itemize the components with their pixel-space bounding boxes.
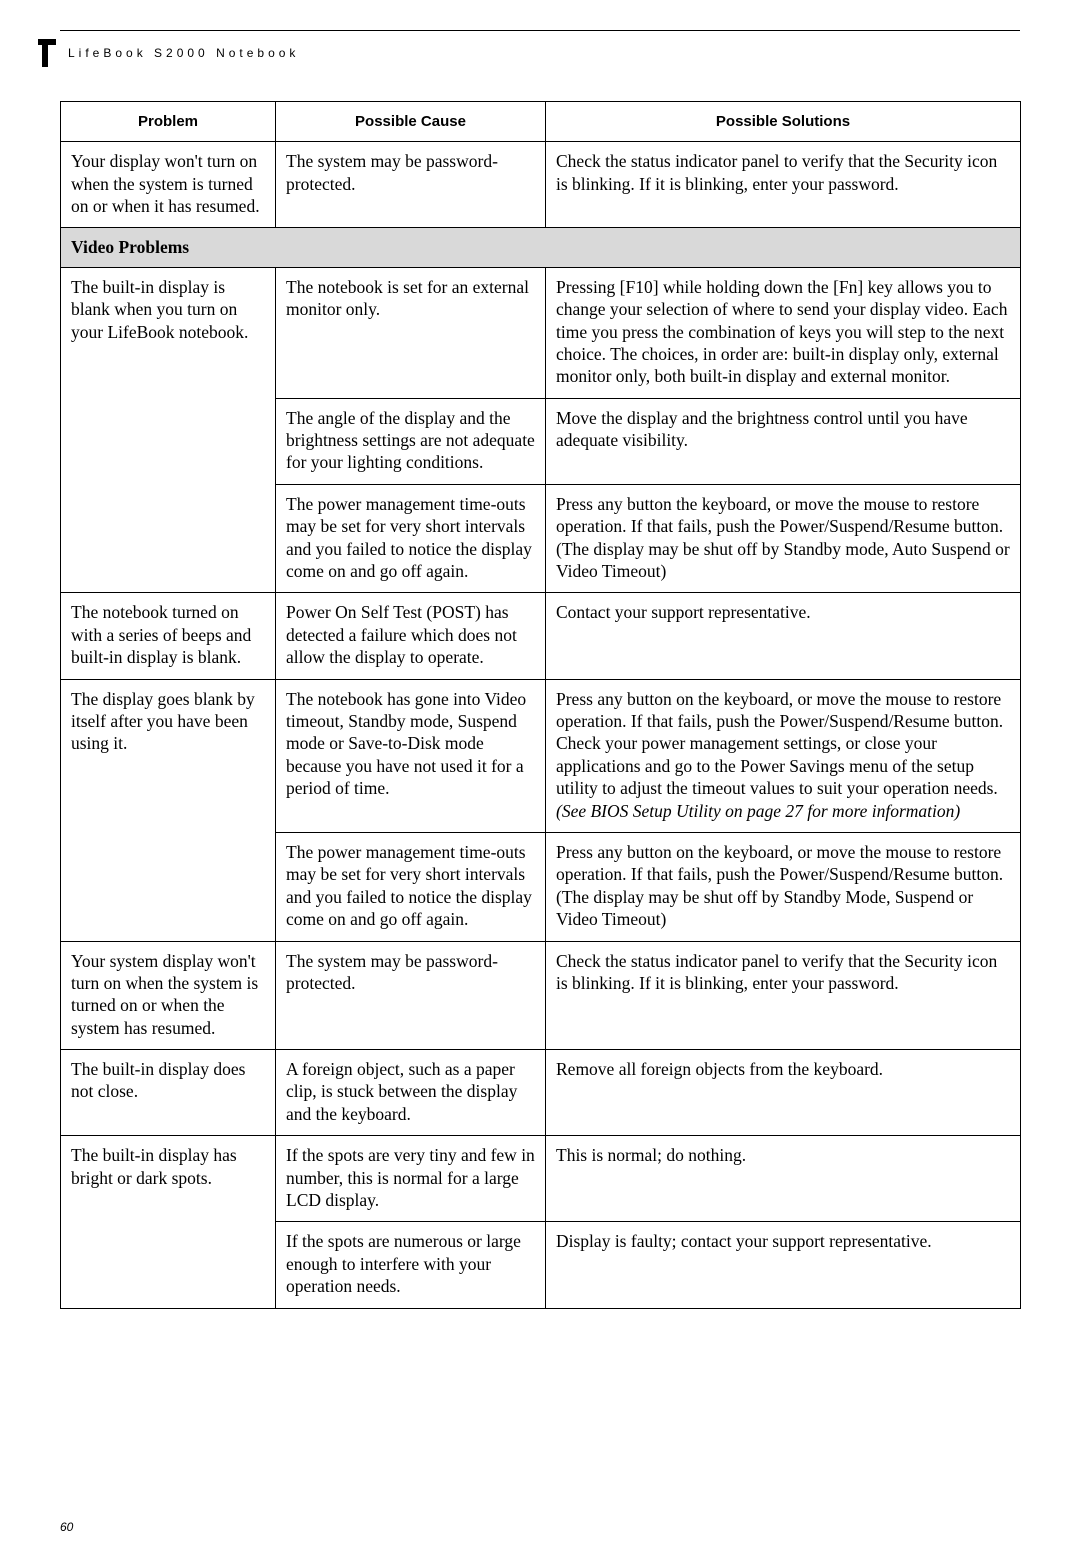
cell-problem: The built-in display has bright or dark …: [61, 1136, 276, 1308]
cell-solution: Contact your support representative.: [546, 593, 1021, 679]
cell-solution: Move the display and the brightness cont…: [546, 398, 1021, 484]
table-row: The built-in display is blank when you t…: [61, 267, 1021, 398]
troubleshooting-table: Problem Possible Cause Possible Solution…: [60, 101, 1021, 1309]
cell-cause: Power On Self Test (POST) has detected a…: [276, 593, 546, 679]
book-title: LifeBook S2000 Notebook: [68, 46, 299, 60]
table-row: Your system display won't turn on when t…: [61, 941, 1021, 1050]
table-row: The built-in display does not close. A f…: [61, 1050, 1021, 1136]
cell-solution: Check the status indicator panel to veri…: [546, 941, 1021, 1050]
table-row: The display goes blank by itself after y…: [61, 679, 1021, 832]
cell-cause: The power management time-outs may be se…: [276, 832, 546, 941]
header-row: LifeBook S2000 Notebook: [38, 39, 1020, 67]
cell-cause: The system may be password-protected.: [276, 142, 546, 228]
table-row: The notebook turned on with a series of …: [61, 593, 1021, 679]
cell-solution: Press any button the keyboard, or move t…: [546, 484, 1021, 593]
solution-italic: (See BIOS Setup Utility on page 27 for m…: [556, 801, 960, 821]
cell-solution: This is normal; do nothing.: [546, 1136, 1021, 1222]
column-header-cause: Possible Cause: [276, 102, 546, 142]
cell-problem: The built-in display is blank when you t…: [61, 267, 276, 593]
cell-problem: The built-in display does not close.: [61, 1050, 276, 1136]
column-header-problem: Problem: [61, 102, 276, 142]
cell-problem: The display goes blank by itself after y…: [61, 679, 276, 941]
cell-cause: The system may be password-protected.: [276, 941, 546, 1050]
solution-text: Press any button on the keyboard, or mov…: [556, 689, 1003, 799]
cell-solution: Display is faulty; contact your support …: [546, 1222, 1021, 1308]
tab-icon: [38, 39, 60, 67]
cell-solution: Press any button on the keyboard, or mov…: [546, 832, 1021, 941]
cell-problem: The notebook turned on with a series of …: [61, 593, 276, 679]
cell-problem: Your system display won't turn on when t…: [61, 941, 276, 1050]
page: LifeBook S2000 Notebook Problem Possible…: [0, 30, 1080, 1564]
table-row: Your display won't turn on when the syst…: [61, 142, 1021, 228]
cell-cause: A foreign object, such as a paper clip, …: [276, 1050, 546, 1136]
page-number: 60: [60, 1520, 73, 1534]
section-row: Video Problems: [61, 228, 1021, 267]
cell-cause: The notebook has gone into Video timeout…: [276, 679, 546, 832]
cell-cause: The power management time-outs may be se…: [276, 484, 546, 593]
cell-problem: Your display won't turn on when the syst…: [61, 142, 276, 228]
cell-solution: Pressing [F10] while holding down the [F…: [546, 267, 1021, 398]
table-row: The built-in display has bright or dark …: [61, 1136, 1021, 1222]
cell-cause: The notebook is set for an external moni…: [276, 267, 546, 398]
section-header: Video Problems: [61, 228, 1021, 267]
column-header-solution: Possible Solutions: [546, 102, 1021, 142]
table-header-row: Problem Possible Cause Possible Solution…: [61, 102, 1021, 142]
cell-cause: If the spots are very tiny and few in nu…: [276, 1136, 546, 1222]
cell-solution: Remove all foreign objects from the keyb…: [546, 1050, 1021, 1136]
cell-cause: The angle of the display and the brightn…: [276, 398, 546, 484]
cell-solution: Press any button on the keyboard, or mov…: [546, 679, 1021, 832]
cell-solution: Check the status indicator panel to veri…: [546, 142, 1021, 228]
cell-cause: If the spots are numerous or large enoug…: [276, 1222, 546, 1308]
top-rule: [60, 30, 1020, 31]
